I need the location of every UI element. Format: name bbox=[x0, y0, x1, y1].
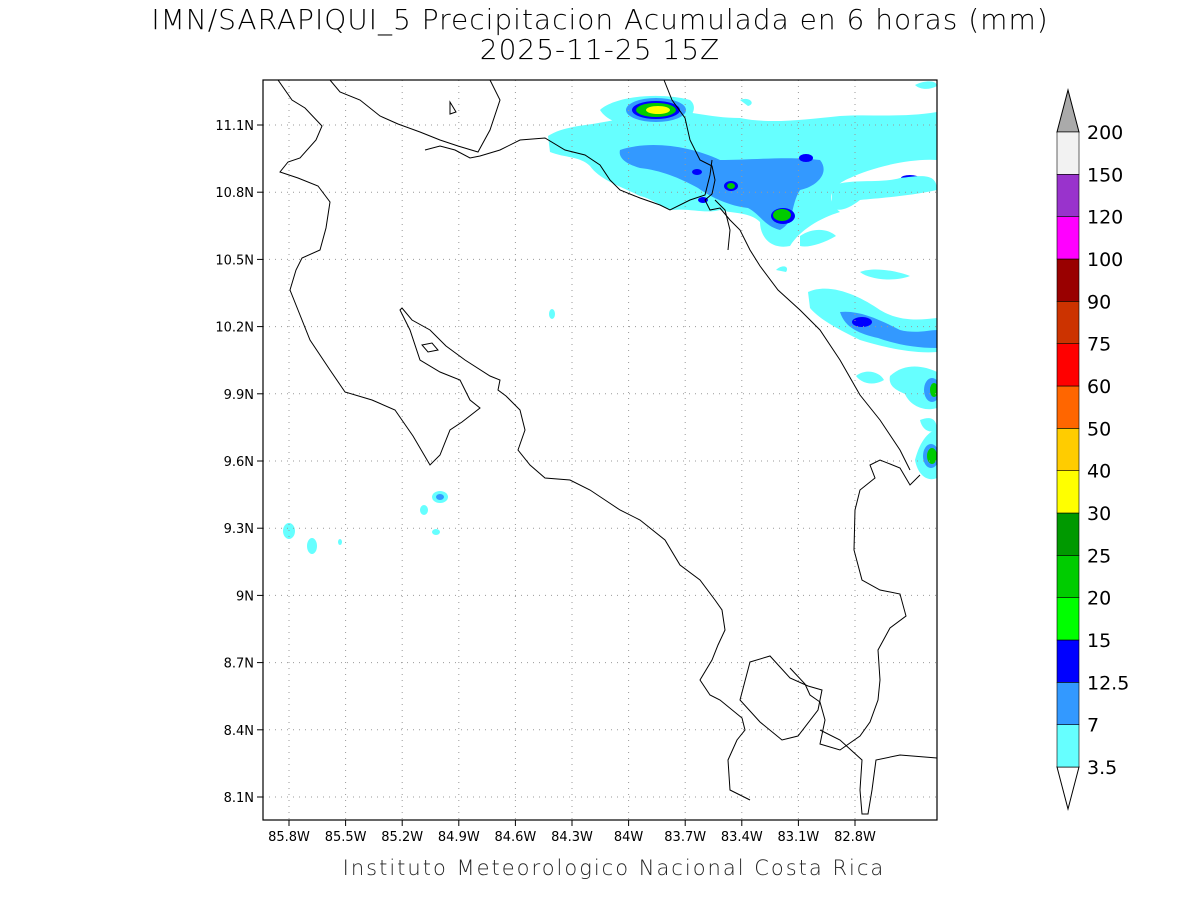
colorbar-swatch bbox=[1056, 724, 1080, 768]
map-grid bbox=[263, 80, 937, 820]
colorbar-swatch bbox=[1056, 301, 1080, 344]
map-frame bbox=[262, 79, 938, 821]
border-panama bbox=[714, 199, 731, 251]
y-tick-label: 11.1N bbox=[215, 119, 254, 134]
map-datetime: 2025-11-25 15Z bbox=[479, 33, 721, 66]
map-title: IMN/SARAPIQUI_5 Precipitacion Acumulada … bbox=[151, 3, 1049, 36]
x-tick-label: 83.1W bbox=[777, 830, 819, 845]
y-tick-label: 10.8N bbox=[215, 186, 254, 201]
colorbar-swatch bbox=[1056, 428, 1080, 471]
colorbar: 3.5 7 12.5 15 20 25 30 40 50 60 75 90 100 120 150 200 bbox=[1056, 88, 1129, 811]
colorbar-swatch bbox=[1056, 682, 1080, 725]
rain-cell-w2 bbox=[307, 538, 317, 554]
y-tick-label: 8.7N bbox=[224, 657, 254, 672]
colorbar-swatch bbox=[1056, 131, 1080, 175]
colorbar-bottom-arrow bbox=[1056, 766, 1080, 811]
colorbar-swatch bbox=[1056, 512, 1080, 556]
x-tick-label: 83.7W bbox=[664, 830, 706, 845]
colorbar-label: 25 bbox=[1087, 545, 1111, 567]
colorbar-swatch bbox=[1056, 597, 1080, 641]
x-tick-label: 84W bbox=[614, 830, 644, 845]
rain-cell-b2 bbox=[727, 183, 735, 189]
rain-cell-south-e-core2 bbox=[927, 448, 937, 464]
precipitation-fields bbox=[283, 81, 937, 554]
coastline bbox=[277, 80, 937, 815]
colorbar-label: 50 bbox=[1087, 418, 1111, 440]
y-tick-label: 10.2N bbox=[215, 321, 254, 336]
colorbar-swatch bbox=[1056, 343, 1080, 387]
rain-cell-a2 bbox=[773, 209, 791, 221]
colorbar-label: 7 bbox=[1087, 715, 1099, 737]
x-tick-label: 82.8W bbox=[834, 830, 876, 845]
x-tick-label: 85.5W bbox=[325, 830, 367, 845]
rain-cell-ne bbox=[740, 81, 937, 273]
colorbar-label: 100 bbox=[1087, 249, 1123, 271]
x-axis: 85.8W 85.5W 85.2W 84.9W 84.6W 84.3W 84W 83.7W 83… bbox=[268, 820, 876, 845]
rain-cell-w7 bbox=[338, 539, 342, 545]
x-tick-label: 84.3W bbox=[551, 830, 593, 845]
border-nicaragua bbox=[424, 137, 713, 211]
colorbar-swatch bbox=[1056, 470, 1080, 514]
y-tick-label: 9.9N bbox=[224, 388, 254, 403]
colorbar-swatch bbox=[1056, 555, 1080, 598]
y-tick-label: 9.3N bbox=[224, 522, 254, 537]
x-tick-label: 83.4W bbox=[721, 830, 763, 845]
colorbar-top-arrow bbox=[1056, 88, 1080, 133]
rain-cell-e bbox=[692, 169, 702, 175]
colorbar-label: 90 bbox=[1087, 291, 1111, 313]
rain-cell-c bbox=[799, 154, 813, 162]
colorbar-label: 12.5 bbox=[1087, 672, 1129, 694]
coastline-north bbox=[277, 80, 751, 801]
colorbar-swatch bbox=[1056, 258, 1080, 302]
x-tick-label: 85.8W bbox=[268, 830, 310, 845]
colorbar-label: 3.5 bbox=[1087, 757, 1117, 779]
coastline-south bbox=[819, 729, 937, 815]
rain-cell-w3c bbox=[436, 494, 444, 500]
colorbar-swatch bbox=[1056, 639, 1080, 683]
coastline-caribbean bbox=[663, 80, 911, 471]
y-axis: 11.1N 10.8N 10.5N 10.2N 9.9N 9.6N 9.3N 9N 8.7N 8.… bbox=[215, 119, 263, 806]
colorbar-label: 150 bbox=[1087, 164, 1123, 186]
colorbar-label: 20 bbox=[1087, 588, 1111, 610]
coastline-east-south bbox=[789, 459, 921, 751]
x-tick-label: 84.9W bbox=[438, 830, 480, 845]
coastline-osa bbox=[739, 655, 823, 741]
colorbar-label: 200 bbox=[1087, 122, 1123, 144]
rain-cell-north-mid bbox=[619, 145, 824, 230]
rain-cell-w6 bbox=[432, 529, 440, 535]
rain-cell-w4 bbox=[420, 505, 428, 515]
colorbar-swatch bbox=[1056, 385, 1080, 429]
y-tick-label: 9.6N bbox=[224, 455, 254, 470]
y-tick-label: 9N bbox=[236, 589, 254, 604]
colorbar-label: 120 bbox=[1087, 207, 1123, 229]
coastline-gulf-islands bbox=[421, 100, 457, 353]
colorbar-label: 30 bbox=[1087, 503, 1111, 525]
colorbar-label: 75 bbox=[1087, 334, 1111, 356]
colorbar-swatch bbox=[1056, 174, 1080, 217]
rain-cell-peak-core bbox=[646, 106, 670, 114]
x-tick-label: 84.6W bbox=[494, 830, 536, 845]
footer-credit: Instituto Meteorologico Nacional Costa R… bbox=[342, 856, 886, 880]
rain-cell-w5 bbox=[549, 309, 555, 319]
colorbar-label: 60 bbox=[1087, 376, 1111, 398]
y-tick-label: 8.1N bbox=[224, 791, 254, 806]
coastline-nicaragua bbox=[329, 80, 501, 153]
colorbar-label: 40 bbox=[1087, 461, 1111, 483]
colorbar-label: 15 bbox=[1087, 630, 1111, 652]
y-tick-label: 10.5N bbox=[215, 253, 254, 268]
x-tick-label: 85.2W bbox=[381, 830, 423, 845]
rain-cell-east-2 bbox=[856, 269, 937, 432]
rain-cell-east-core bbox=[852, 317, 872, 327]
y-tick-label: 8.4N bbox=[224, 724, 254, 739]
colorbar-swatch bbox=[1056, 216, 1080, 260]
